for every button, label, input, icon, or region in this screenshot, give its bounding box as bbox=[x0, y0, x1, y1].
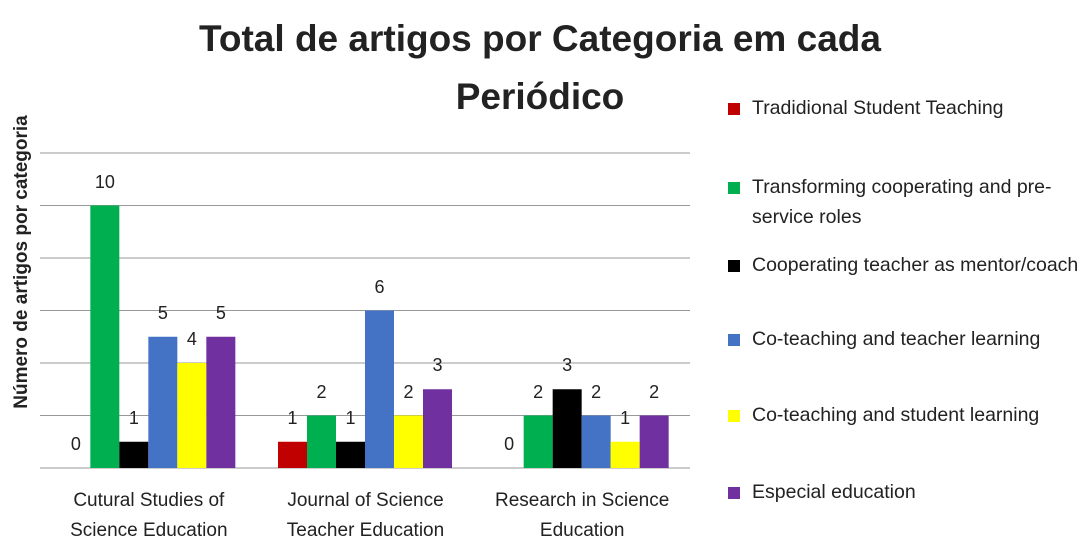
legend-label: Tradidional Student Teaching bbox=[752, 97, 1004, 119]
value-label: 6 bbox=[374, 276, 385, 297]
legend-label: Transforming cooperating and pre-service… bbox=[752, 176, 1052, 228]
value-label: 2 bbox=[533, 381, 544, 402]
legend-swatch bbox=[728, 410, 740, 422]
y-axis-label: Número de artigos por categoria bbox=[11, 115, 32, 409]
value-label: 3 bbox=[562, 355, 573, 376]
legend-swatch bbox=[728, 103, 740, 115]
legend-label: Especial education bbox=[752, 481, 916, 503]
value-label: 4 bbox=[186, 329, 197, 349]
bar bbox=[523, 415, 553, 468]
legend-label: Cooperating teacher as mentor/coach bbox=[752, 254, 1079, 276]
legend-label: Co-teaching and teacher learning bbox=[752, 328, 1041, 350]
bar bbox=[90, 205, 120, 468]
bar bbox=[552, 389, 582, 468]
value-label: 1 bbox=[620, 407, 631, 428]
value-label: 3 bbox=[432, 355, 443, 376]
value-label: 1 bbox=[345, 407, 356, 428]
chart-title: Total de artigos por Categoria em cada P… bbox=[199, 18, 881, 117]
bar bbox=[148, 336, 178, 468]
value-label: 5 bbox=[215, 302, 226, 323]
bar bbox=[365, 310, 394, 468]
x-tick-label: Research in Science Education bbox=[495, 490, 670, 541]
x-tick-label: Cutural Studies of Science Education bbox=[70, 490, 228, 541]
bar bbox=[119, 441, 149, 468]
legend-label: Co-teaching and student learning bbox=[752, 404, 1040, 426]
legend-swatch bbox=[728, 182, 740, 194]
value-label: 2 bbox=[316, 381, 327, 402]
value-label: 1 bbox=[128, 407, 139, 428]
bar bbox=[423, 389, 452, 468]
value-label: 10 bbox=[94, 171, 115, 192]
value-label: 2 bbox=[649, 381, 660, 402]
bar bbox=[639, 415, 669, 468]
value-label: 1 bbox=[287, 407, 298, 428]
bar bbox=[278, 441, 307, 468]
bar bbox=[336, 441, 365, 468]
bar bbox=[177, 363, 207, 468]
legend-swatch bbox=[728, 487, 740, 499]
legend-swatch bbox=[728, 334, 740, 346]
value-label: 2 bbox=[403, 381, 414, 402]
bar bbox=[610, 441, 640, 468]
value-label: 0 bbox=[70, 434, 81, 454]
value-label: 0 bbox=[504, 434, 515, 454]
value-label: 5 bbox=[157, 302, 168, 323]
bar bbox=[206, 336, 236, 468]
legend-swatch bbox=[728, 260, 740, 272]
bar bbox=[581, 415, 611, 468]
value-label: 2 bbox=[591, 381, 602, 402]
x-tick-label: Journal of Science Teacher Education bbox=[286, 490, 445, 541]
bar bbox=[307, 415, 336, 468]
bar bbox=[394, 415, 423, 468]
